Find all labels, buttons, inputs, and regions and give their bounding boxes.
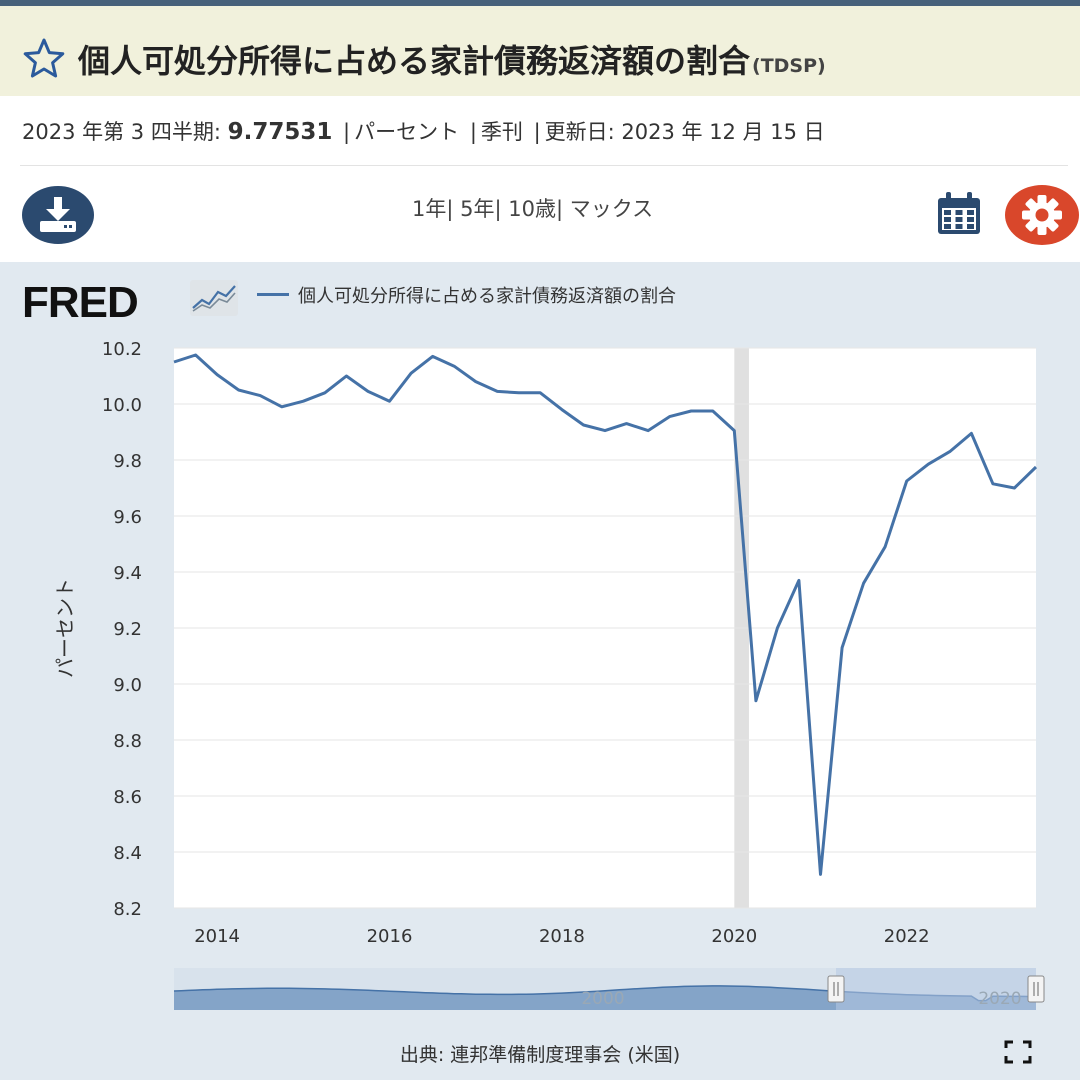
range-selector: 1年| 5年| 10歳| マックス [412,193,653,223]
range-1y[interactable]: 1年 [412,197,447,221]
navigator-label: 2020 [978,989,1021,1009]
x-tick-label: 2018 [539,926,585,947]
x-tick-label: 2016 [367,926,413,947]
title-text: 個人可処分所得に占める家計債務返済額の割合 [78,42,751,80]
y-tick-label: 9.8 [113,451,142,472]
y-tick-label: 8.4 [113,843,142,864]
range-separator: | [446,197,454,221]
gear-icon [1005,185,1079,245]
title-bar: 個人可処分所得に占める家計債務返済額の割合 (TDSP) [0,6,1080,96]
range-5y[interactable]: 5年 [460,197,495,221]
navigator-handle[interactable] [827,975,845,1003]
y-tick-label: 10.2 [102,339,142,360]
y-axis-label: パーセント [53,578,77,678]
meta-updated: 更新日: 2023 年 12 月 15 日 [544,120,825,144]
x-tick-label: 2022 [884,926,930,947]
meta-separator: | [533,120,541,144]
meta-value: 9.77531 [227,119,333,145]
y-tick-label: 9.0 [113,675,142,696]
fullscreen-icon[interactable] [1004,1040,1032,1064]
download-button[interactable] [22,186,94,244]
range-separator: | [556,197,564,221]
series-line [173,353,1038,876]
legend-swatch [257,293,289,296]
navigator-selection[interactable] [836,968,1036,1010]
x-tick-label: 2020 [711,926,757,947]
top-accent-bar [0,0,1080,6]
y-tick-label: 9.4 [113,563,142,584]
meta-period: 2023 年第 3 四半期: [22,120,221,144]
y-tick-label: 9.2 [113,619,142,640]
calendar-icon[interactable] [935,190,983,238]
fred-logo: FRED [22,278,139,327]
navigator-label: 2000 [581,989,624,1009]
range-separator: | [494,197,502,221]
divider [20,165,1068,166]
x-tick-label: 2014 [194,926,240,947]
page-title: 個人可処分所得に占める家計債務返済額の割合 (TDSP) [78,36,826,82]
meta-frequency: 季刊 [480,120,523,144]
y-tick-label: 8.8 [113,731,142,752]
settings-button[interactable] [1004,184,1080,246]
y-tick-label: 10.0 [102,395,142,416]
star-icon[interactable] [22,36,66,80]
series-code: (TDSP) [752,55,826,77]
series-meta: 2023 年第 3 四半期: 9.77531 | パーセント | 季刊 | 更新日: … [22,116,825,146]
line-chart: 10.2 10.0 9.8 9.6 9.4 9.2 9.0 8.8 8.6 8.4 8.2 2014 2… [53,339,1045,1010]
y-tick-label: 8.6 [113,787,142,808]
fred-graph-icon [190,280,238,316]
download-icon [40,197,76,232]
legend-label: 個人可処分所得に占める家計債務返済額の割合 [298,286,676,307]
y-tick-label: 8.2 [113,899,142,920]
range-10y[interactable]: 10歳 [508,197,557,221]
source-note: 出典: 連邦準備制度理事会 (米国) [399,1044,681,1066]
navigator-handle[interactable] [1027,975,1045,1003]
meta-units: パーセント [354,120,460,144]
meta-separator: | [469,120,477,144]
range-max[interactable]: マックス [569,197,654,221]
y-tick-label: 9.6 [113,507,142,528]
meta-separator: | [343,120,351,144]
